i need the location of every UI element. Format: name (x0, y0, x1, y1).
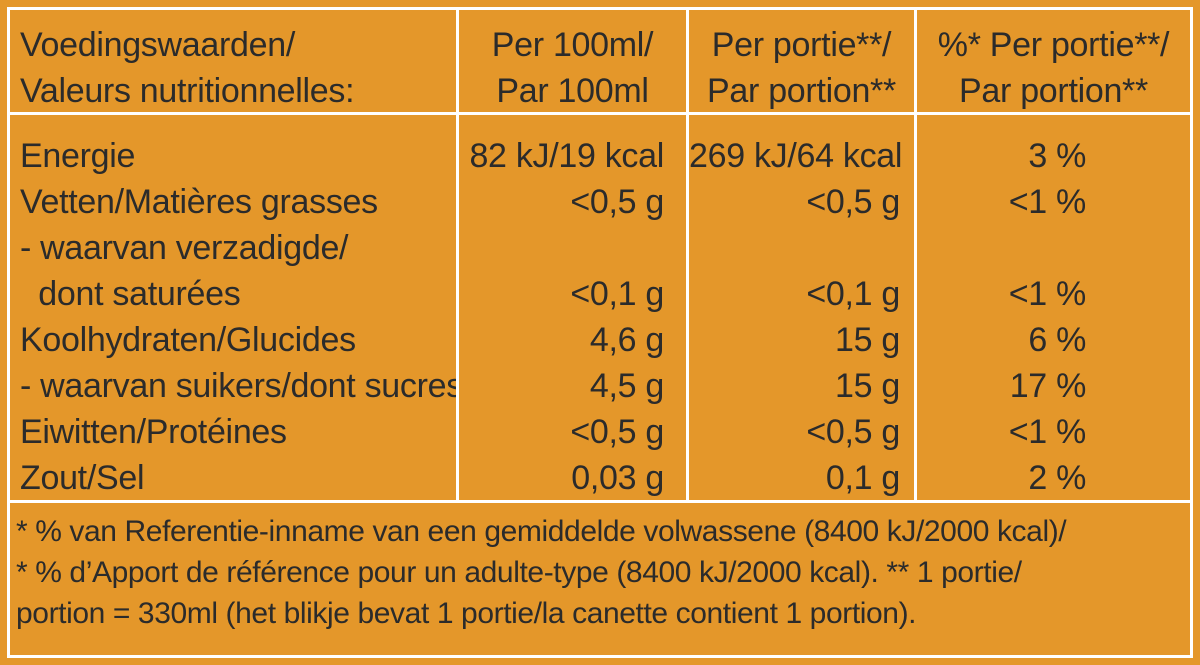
row-value-portion-zout: 0,1 g (825, 459, 900, 497)
row-label-vetten: Vetten/Matières grasses (20, 183, 378, 221)
row-value-pct-zout: 2 % (1028, 459, 1086, 497)
footnote-line3: portion = 330ml (het blikje bevat 1 port… (16, 597, 917, 630)
row-value-pct-energie: 3 % (1028, 137, 1086, 175)
row-value-per100-eiwitten: <0,5 g (570, 413, 664, 451)
row-value-portion-koolhydraten: 15 g (835, 321, 900, 359)
body-per-portion-column: 269 kJ/64 kcal <0,5 g <0,1 g 15 g 15 g <… (686, 112, 917, 503)
row-label-koolhydraten: Koolhydraten/Glucides (20, 321, 356, 359)
row-value-per100-zout: 0,03 g (571, 459, 664, 497)
header-per-portion-line1: Per portie**/ (711, 26, 892, 64)
row-value-portion-vetten: <0,5 g (806, 183, 900, 221)
row-label-eiwitten: Eiwitten/Protéines (20, 413, 287, 451)
row-value-per100-saturees: <0,1 g (570, 275, 664, 313)
row-value-pct-koolhydraten: 6 % (1028, 321, 1086, 359)
header-percent-per-portion: %* Per portie**/ Par portion** (914, 7, 1193, 115)
header-per-portion: Per portie**/ Par portion** (686, 7, 917, 115)
row-value-per100-suikers: 4,5 g (589, 367, 664, 405)
row-value-pct-vetten: <1 % (1008, 183, 1087, 221)
row-value-portion-eiwitten: <0,5 g (806, 413, 900, 451)
header-per-100ml-line1: Per 100ml/ (491, 26, 654, 64)
footnote: * % van Referentie-inname van een gemidd… (7, 500, 1193, 658)
header-percent-line1: %* Per portie**/ (937, 26, 1170, 64)
header-percent-line2: Par portion** (959, 72, 1148, 110)
row-value-per100-verzadigde (459, 225, 664, 271)
row-value-per100-vetten: <0,5 g (570, 183, 664, 221)
footnote-line2: * % d’Apport de référence pour un adulte… (16, 556, 1022, 589)
row-value-portion-energie: 269 kJ/64 kcal (689, 137, 903, 175)
row-value-portion-verzadigde (689, 225, 900, 271)
header-nutrients: Voedingswaarden/ Valeurs nutritionnelles… (7, 7, 459, 115)
row-value-pct-saturees: <1 % (1008, 275, 1087, 313)
row-value-pct-suikers: 17 % (1009, 367, 1087, 405)
header-nutrients-line2: Valeurs nutritionnelles: (20, 72, 355, 110)
header-nutrients-line1: Voedingswaarden/ (20, 26, 295, 64)
row-value-pct-verzadigde (917, 225, 1086, 271)
body-percent-column: 3 % <1 % <1 % 6 % 17 % <1 % 2 % (914, 112, 1193, 503)
body-labels-column: Energie Vetten/Matières grasses - waarva… (7, 112, 459, 503)
row-value-per100-koolhydraten: 4,6 g (589, 321, 664, 359)
header-per-portion-line2: Par portion** (707, 72, 896, 110)
row-label-zout: Zout/Sel (20, 459, 145, 497)
header-per-100ml-line2: Par 100ml (496, 72, 649, 110)
row-label-suikers: - waarvan suikers/dont sucres (20, 367, 459, 405)
row-label-energie: Energie (20, 137, 136, 175)
body-per-100ml-column: 82 kJ/19 kcal <0,5 g <0,1 g 4,6 g 4,5 g … (456, 112, 689, 503)
row-value-pct-eiwitten: <1 % (1008, 413, 1087, 451)
row-label-saturees: dont saturées (20, 275, 241, 313)
row-label-verzadigde: - waarvan verzadigde/ (20, 229, 349, 267)
row-value-portion-suikers: 15 g (835, 367, 900, 405)
footnote-line1: * % van Referentie-inname van een gemidd… (16, 515, 1067, 548)
row-value-per100-energie: 82 kJ/19 kcal (469, 137, 664, 175)
row-value-portion-saturees: <0,1 g (806, 275, 900, 313)
header-per-100ml: Per 100ml/ Par 100ml (456, 7, 689, 115)
